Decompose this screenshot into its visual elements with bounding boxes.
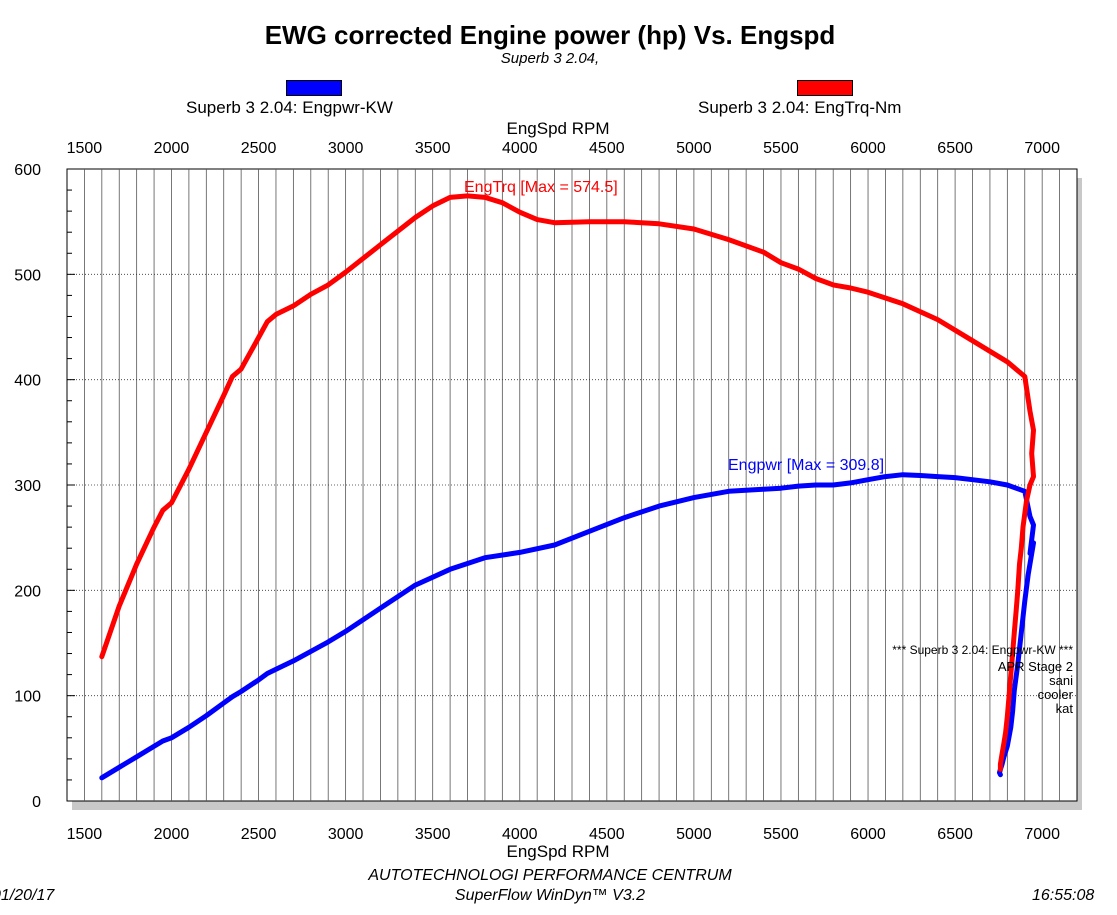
- x-tick-label-bottom: 3500: [415, 826, 451, 843]
- x-axis-label: EngSpd RPM: [507, 842, 610, 861]
- footer-company: AUTOTECHNOLOGI PERFORMANCE CENTRUM: [368, 867, 732, 884]
- x-tick-label-bottom: 4000: [502, 826, 538, 843]
- x-tick-label-bottom: 4500: [589, 826, 625, 843]
- legend-swatch-power: [286, 80, 342, 96]
- x-axis-label-top: EngSpd RPM: [507, 119, 610, 138]
- x-tick-label-bottom: 5000: [676, 826, 712, 843]
- chart-subtitle: Superb 3 2.04,: [500, 50, 600, 67]
- x-tick-label-bottom: 2500: [241, 826, 277, 843]
- x-tick-label-bottom: 7000: [1024, 826, 1060, 843]
- legend-label-torque: Superb 3 2.04: EngTrq-Nm: [698, 98, 902, 117]
- y-tick-label: 200: [14, 583, 41, 600]
- x-tick-label-top: 3500: [415, 140, 451, 157]
- footer-date: 01/20/17: [0, 887, 55, 904]
- x-tick-label-top: 3000: [328, 140, 364, 157]
- x-tick-label-top: 7000: [1024, 140, 1060, 157]
- series-line-power: [99, 472, 1036, 781]
- y-tick-label: 600: [14, 162, 41, 179]
- legend-label-power: Superb 3 2.04: Engpwr-KW: [186, 98, 393, 117]
- x-tick-label-top: 1500: [67, 140, 103, 157]
- x-tick-label-top: 6500: [937, 140, 973, 157]
- x-tick-label-bottom: 1500: [67, 826, 103, 843]
- x-tick-label-bottom: 5500: [763, 826, 799, 843]
- x-tick-label-top: 4500: [589, 140, 625, 157]
- y-tick-label: 400: [14, 373, 41, 390]
- annotation-line: cooler: [1038, 687, 1074, 702]
- annotation-line: APR Stage 2: [998, 659, 1073, 674]
- max-label-torque: EngTrq [Max = 574.5]: [464, 179, 618, 196]
- annotation-line: kat: [1056, 701, 1074, 716]
- max-label-power: Engpwr [Max = 309.8]: [728, 457, 884, 474]
- footer-time: 16:55:08: [1032, 887, 1095, 904]
- footer-software: SuperFlow WinDyn™ V3.2: [454, 887, 646, 904]
- y-tick-label: 500: [14, 267, 41, 284]
- chart-title: EWG corrected Engine power (hp) Vs. Engs…: [264, 20, 836, 50]
- x-tick-label-top: 6000: [850, 140, 886, 157]
- annotation-header: *** Superb 3 2.04: Engpwr-KW ***: [892, 643, 1073, 657]
- x-tick-label-top: 2500: [241, 140, 277, 157]
- x-tick-label-bottom: 6500: [937, 826, 973, 843]
- x-tick-label-top: 5500: [763, 140, 799, 157]
- x-tick-label-bottom: 2000: [154, 826, 190, 843]
- annotation-line: sani: [1049, 673, 1073, 688]
- y-tick-label: 0: [32, 794, 41, 811]
- x-tick-label-top: 5000: [676, 140, 712, 157]
- x-tick-label-bottom: 6000: [850, 826, 886, 843]
- x-tick-label-top: 4000: [502, 140, 538, 157]
- legend-swatch-torque: [797, 80, 853, 96]
- y-tick-label: 300: [14, 478, 41, 495]
- y-tick-label: 100: [14, 689, 41, 706]
- x-tick-label-top: 2000: [154, 140, 190, 157]
- x-tick-label-bottom: 3000: [328, 826, 364, 843]
- series-line-torque: [99, 193, 1036, 772]
